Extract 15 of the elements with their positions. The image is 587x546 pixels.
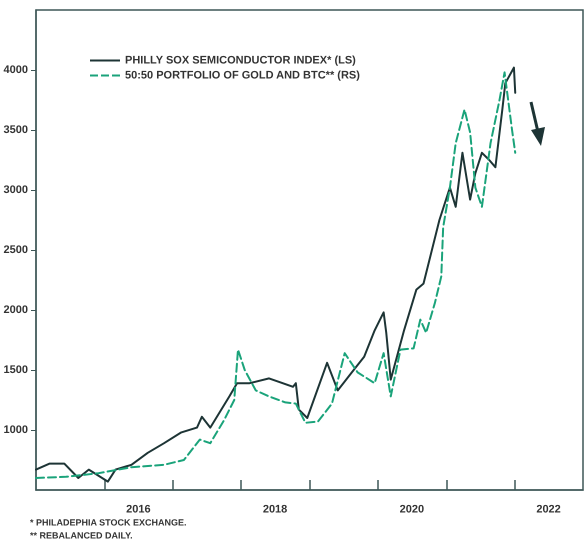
y-tick-label: 1500 <box>4 364 28 376</box>
text: * PHILADEPHIA STOCK EXCHANGE. <box>30 518 187 528</box>
y-tick-label: 2500 <box>4 244 28 256</box>
y-tick-label: 3000 <box>4 184 28 196</box>
legend-label: PHILLY SOX SEMICONDUCTOR INDEX* (LS) <box>125 54 356 66</box>
x-tick-label: 2022 <box>536 504 561 516</box>
x-tick-label: 2016 <box>126 504 151 516</box>
text: ** REBALANCED DAILY. <box>30 530 133 540</box>
y-tick-label: 2000 <box>4 304 28 316</box>
x-tick-label: 2020 <box>400 504 424 516</box>
y-tick-label: 1000 <box>4 424 28 436</box>
x-tick-label: 2018 <box>262 504 288 516</box>
y-tick-label: 3500 <box>4 124 28 136</box>
legend-label: 50:50 PORTFOLIO OF GOLD AND BTC** (RS) <box>125 70 360 82</box>
y-tick-label: 4000 <box>4 64 28 76</box>
